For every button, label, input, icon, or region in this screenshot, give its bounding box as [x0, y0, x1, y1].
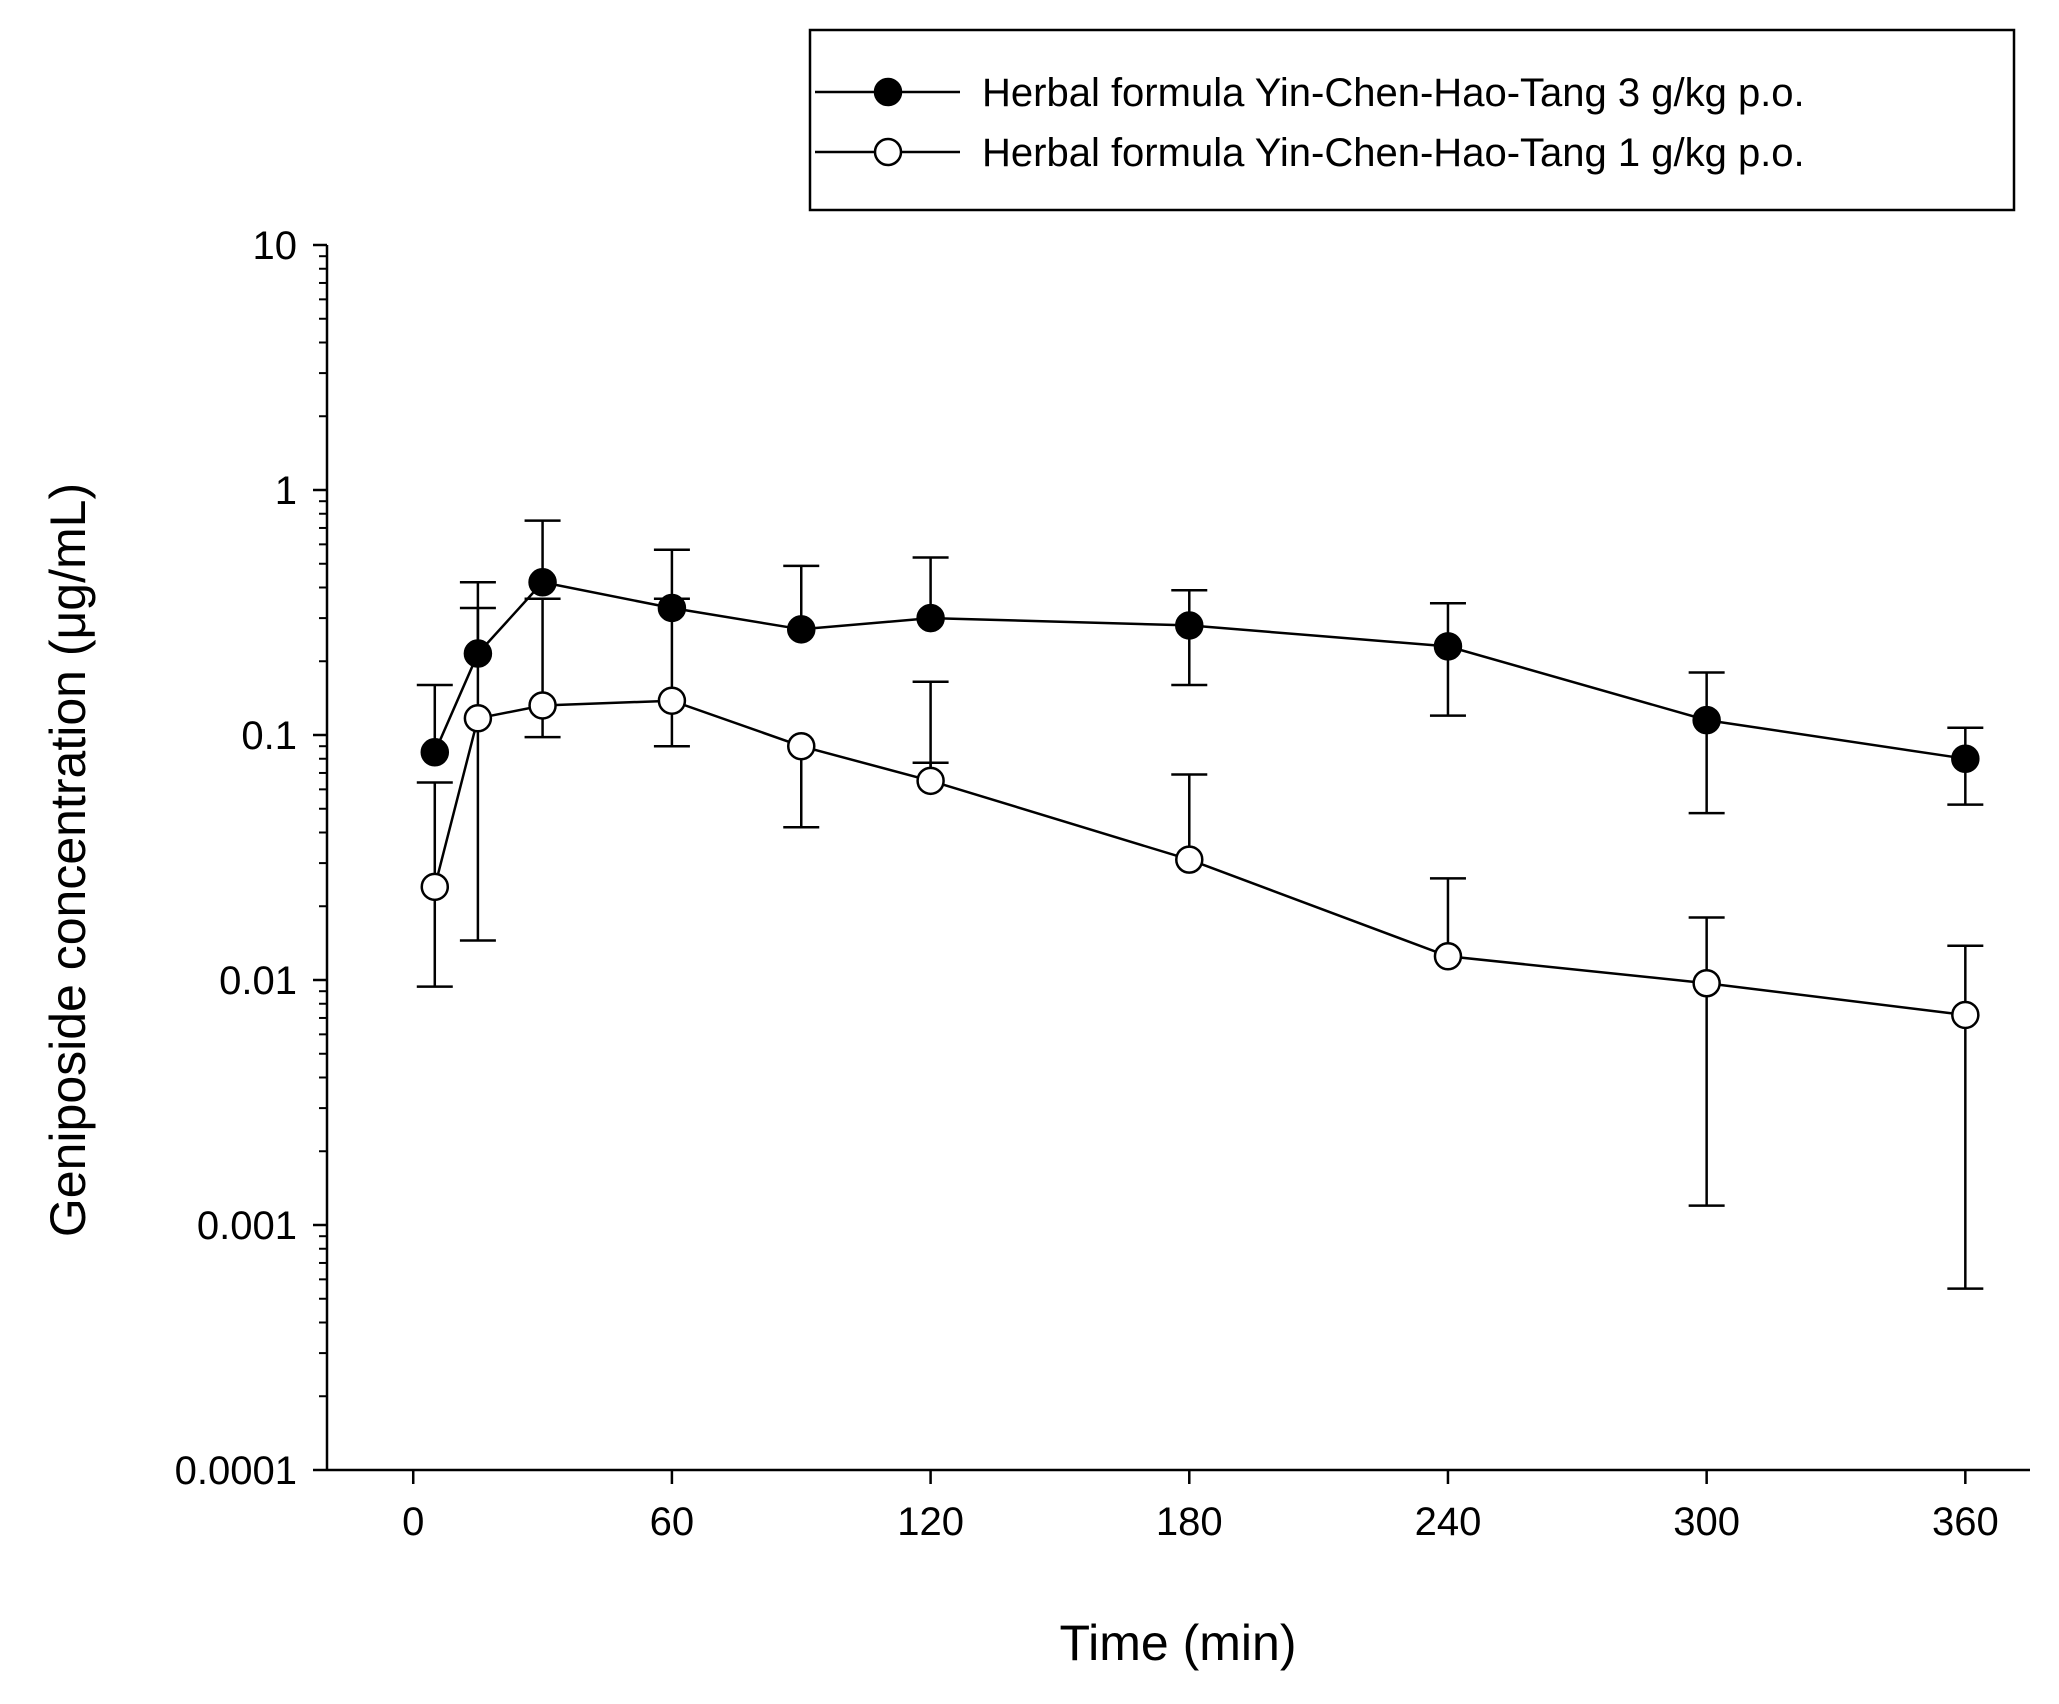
legend-label-series-1: Herbal formula Yin-Chen-Hao-Tang 1 g/kg …	[982, 131, 1805, 175]
y-axis-title: Geniposide concentration (μg/mL)	[40, 483, 96, 1237]
data-point	[1951, 1000, 1980, 1030]
data-point	[787, 615, 816, 644]
data-point	[787, 731, 816, 761]
y-tick-label: 10	[253, 224, 298, 268]
legend-box	[808, 28, 2016, 212]
x-tick-label: 360	[1932, 1500, 1999, 1544]
legend-marker-series-1	[873, 137, 903, 167]
plot-series	[416, 519, 1984, 1290]
y-tick-label: 0.1	[241, 714, 297, 758]
y-tick-label: 1	[275, 469, 297, 513]
data-point	[1433, 942, 1463, 971]
data-point	[1692, 968, 1721, 998]
y-tick-label: 0.001	[197, 1204, 297, 1248]
x-tick-label: 300	[1673, 1500, 1740, 1544]
data-point	[916, 603, 945, 633]
data-point	[463, 704, 493, 733]
x-tick-label: 60	[650, 1500, 695, 1544]
series-line	[433, 699, 1966, 1017]
data-point	[1692, 705, 1721, 735]
x-tick-label: 0	[402, 1500, 424, 1544]
legend-label-series-0: Herbal formula Yin-Chen-Hao-Tang 3 g/kg …	[982, 71, 1805, 115]
x-tick-label: 120	[897, 1500, 964, 1544]
x-tick-label: 240	[1415, 1500, 1482, 1544]
series-line	[433, 580, 1966, 760]
series-1	[416, 597, 1984, 1290]
data-point	[1175, 845, 1204, 874]
data-point	[1175, 611, 1204, 640]
data-point	[528, 568, 557, 597]
data-point	[916, 766, 945, 796]
data-point	[420, 738, 450, 767]
data-point	[420, 872, 450, 902]
x-ticks: 0 60 120 180 240 300 360	[402, 1470, 1999, 1544]
legend: Herbal formula Yin-Chen-Hao-Tang 3 g/kg …	[808, 28, 2016, 212]
x-tick-label: 180	[1156, 1500, 1223, 1544]
data-point	[1433, 632, 1463, 661]
x-axis-title: Time (min)	[1059, 1615, 1296, 1671]
y-tick-label: 0.0001	[175, 1449, 297, 1493]
data-point	[1951, 744, 1980, 773]
y-tick-label: 0.01	[219, 959, 297, 1003]
series-0	[416, 519, 1984, 815]
legend-marker-series-0	[873, 77, 903, 107]
data-point	[657, 686, 687, 715]
y-ticks: 0.0001 0.001 0.01 0.1 1 10	[175, 224, 327, 1493]
data-point	[528, 691, 557, 720]
